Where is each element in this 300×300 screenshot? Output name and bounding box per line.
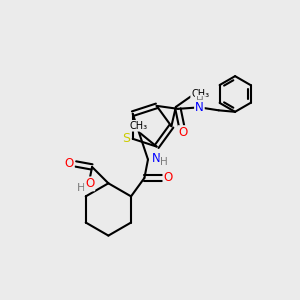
Text: CH₃: CH₃ xyxy=(130,121,148,131)
Text: H: H xyxy=(160,158,168,167)
Text: N: N xyxy=(152,152,161,164)
Text: S: S xyxy=(122,132,130,145)
Text: O: O xyxy=(85,177,94,190)
Text: H: H xyxy=(76,183,85,193)
Text: O: O xyxy=(64,158,74,170)
Text: O: O xyxy=(178,126,188,139)
Text: H: H xyxy=(196,96,204,106)
Text: CH₃: CH₃ xyxy=(191,88,209,98)
Text: N: N xyxy=(195,101,204,114)
Text: O: O xyxy=(164,171,173,184)
